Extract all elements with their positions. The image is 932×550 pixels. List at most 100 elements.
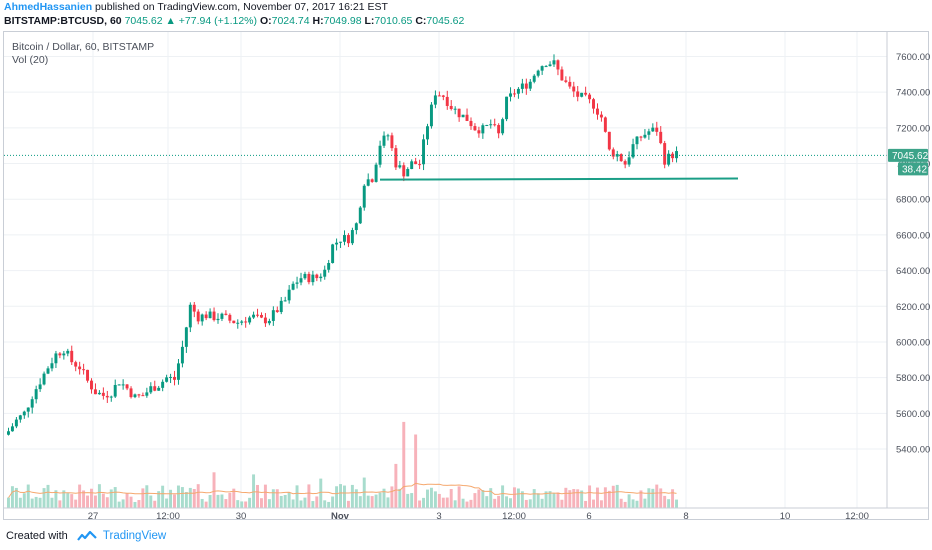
volume-bar xyxy=(267,499,271,508)
candle-body xyxy=(663,143,667,165)
candle-body xyxy=(224,313,228,315)
volume-bar xyxy=(244,501,248,508)
volume-bar xyxy=(358,496,362,508)
candle-body xyxy=(437,95,441,97)
candle-body xyxy=(121,384,125,386)
candle-body xyxy=(639,136,643,138)
publish-header: AhmedHassanien published on TradingView.… xyxy=(0,0,932,14)
candle-body xyxy=(619,154,623,162)
candles xyxy=(7,54,678,436)
candle-body xyxy=(394,148,398,168)
candle-body xyxy=(667,153,671,165)
candle-body xyxy=(14,419,18,427)
volume-bar xyxy=(671,489,675,508)
last-price: 7045.62 xyxy=(124,15,163,27)
candle-body xyxy=(165,377,169,382)
candle-body xyxy=(386,135,390,137)
candle-body xyxy=(248,317,252,323)
volume-bar xyxy=(643,498,647,508)
candle-body xyxy=(145,392,149,396)
candle-body xyxy=(505,96,509,120)
price-tick-label: 5400.00 xyxy=(896,445,930,456)
high-label: H: xyxy=(312,15,324,27)
volume-bar xyxy=(299,500,303,508)
volume-bar xyxy=(307,484,311,508)
time-tick-label: 27 xyxy=(88,511,99,522)
volume-bar xyxy=(465,501,469,508)
volume-bar xyxy=(311,501,315,508)
volume-bar xyxy=(133,501,137,508)
price-tick-label: 6600.00 xyxy=(896,230,930,241)
candle-body xyxy=(46,368,50,374)
candle-body xyxy=(117,384,121,386)
volume-bar xyxy=(192,489,196,508)
volume-bar xyxy=(263,484,267,508)
candle-body xyxy=(481,125,485,134)
candle-body xyxy=(655,127,659,132)
volume-bar xyxy=(362,477,366,508)
candle-body xyxy=(232,320,236,324)
volume-bar xyxy=(327,501,331,508)
open-label: O: xyxy=(259,15,272,27)
volume-bar xyxy=(252,474,256,508)
time-tick-label: 12:00 xyxy=(845,511,869,522)
high-value: 7049.98 xyxy=(323,15,362,27)
volume-bar xyxy=(402,421,406,508)
candle-body xyxy=(659,131,663,144)
volume-bar xyxy=(184,492,188,508)
volume-bar xyxy=(228,492,232,508)
candle-body xyxy=(370,179,374,182)
volume-bar xyxy=(441,497,445,508)
support-trendline xyxy=(379,177,739,181)
volume-bar xyxy=(240,501,244,508)
candle-body xyxy=(176,363,180,380)
candle-body xyxy=(647,131,651,135)
volume-bar xyxy=(639,490,643,508)
volume-bar xyxy=(599,500,603,508)
candle-body xyxy=(422,139,426,165)
volume-bar xyxy=(489,488,493,508)
volume-bar xyxy=(62,490,66,508)
volume-bar xyxy=(319,478,323,508)
volume-bar xyxy=(524,499,528,508)
candle-body xyxy=(350,230,354,244)
volume-bar xyxy=(394,463,398,508)
time-tick-label: Nov xyxy=(331,511,350,522)
volume-bar xyxy=(627,494,631,508)
chart-frame[interactable] xyxy=(3,31,929,520)
candle-body xyxy=(279,300,283,313)
volume-bar xyxy=(429,487,433,508)
candle-body xyxy=(10,426,14,432)
volume-bar xyxy=(303,497,307,508)
volume-bar xyxy=(592,499,595,508)
volume-bar xyxy=(611,485,615,508)
volume-bar xyxy=(271,489,275,508)
candle-body xyxy=(78,366,82,370)
volume-indicator-label: Vol (20) xyxy=(12,54,48,66)
candle-body xyxy=(97,392,101,395)
volume-bar xyxy=(50,497,54,508)
volume-bar xyxy=(165,498,169,508)
time-tick-label: 10 xyxy=(780,511,791,522)
candle-body xyxy=(271,310,275,321)
volume-bar xyxy=(125,493,129,508)
volume-bar xyxy=(350,484,354,508)
candle-body xyxy=(441,95,445,97)
author-link[interactable]: AhmedHassanien xyxy=(4,1,93,13)
volume-bar xyxy=(426,489,429,508)
candle-body xyxy=(38,384,42,390)
candle-body xyxy=(568,81,572,87)
candle-body xyxy=(125,384,129,389)
last-price-badge-text: 7045.62 xyxy=(892,151,929,162)
volume-bar xyxy=(275,489,279,508)
volume-bar xyxy=(331,496,335,508)
candle-body xyxy=(489,124,493,126)
volume-bar xyxy=(378,492,382,508)
volume-bar xyxy=(109,489,113,508)
candle-body xyxy=(220,313,224,319)
tradingview-brand[interactable]: TradingView xyxy=(102,530,167,542)
volume-bar xyxy=(256,484,259,508)
volume-bar xyxy=(34,496,38,508)
volume-bar xyxy=(449,488,453,508)
